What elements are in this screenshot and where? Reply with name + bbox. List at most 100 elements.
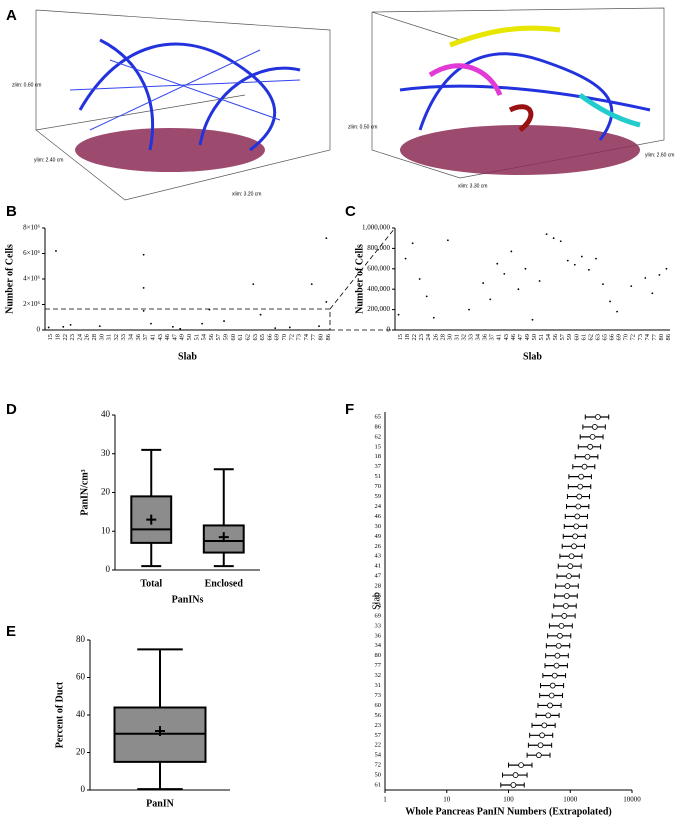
y-tick-label: 41 (375, 563, 382, 570)
x-tick-label: 73 (637, 334, 644, 341)
point (208, 308, 211, 311)
point (575, 503, 582, 510)
y-tick-label: 200,000 (367, 305, 390, 313)
y-tick-label: 74 (375, 602, 382, 609)
x-tick-label: 33 (468, 334, 475, 341)
axis-note: xlim: 3.30 cm (458, 183, 487, 189)
x-tick-label: 49 (179, 334, 186, 341)
y-tick-label: 72 (375, 762, 382, 769)
point (418, 278, 421, 280)
point (559, 240, 562, 243)
zoom-guide (44, 227, 396, 331)
panel-label: F (345, 401, 354, 418)
x-tick-label: 56 (208, 333, 215, 340)
y-tick-label: 61 (375, 782, 382, 789)
y-tick-label: 10 (101, 525, 111, 535)
point (171, 325, 174, 328)
x-tick-label: 62 (244, 334, 251, 341)
mean (218, 532, 229, 543)
y-tick-label: 0 (37, 326, 41, 334)
x-tick-label: 86 (325, 333, 332, 340)
y-tick-label: 15 (375, 443, 382, 450)
point (566, 259, 569, 262)
x-tick-label: 34 (128, 333, 135, 340)
y-tick-label: 600,000 (367, 264, 390, 272)
point (150, 322, 152, 325)
y-tick-label: 70 (375, 483, 382, 490)
point (503, 273, 506, 275)
x-tick-label: 56 (552, 333, 559, 340)
point (557, 632, 563, 639)
y-tick-label: 33 (375, 622, 382, 629)
y-tick-label: 34 (375, 642, 382, 649)
point (98, 325, 101, 328)
x-tick-label: 22 (411, 334, 418, 341)
y-tick-label: 0 (81, 784, 86, 794)
point (539, 732, 545, 739)
point (568, 553, 575, 560)
y-tick-label: 800,000 (367, 244, 390, 252)
x-tick-label: 41 (149, 334, 156, 341)
y-tick-label: 59 (375, 493, 382, 500)
point (179, 327, 182, 330)
x-tick-label: 43 (503, 334, 510, 341)
point (547, 702, 553, 709)
y-tick-label: 80 (76, 634, 86, 644)
point (425, 295, 428, 298)
y-axis-label: PanIN/cm³ (79, 469, 90, 515)
y-tick-label: 47 (375, 573, 382, 580)
y-tick-label: 60 (76, 672, 86, 682)
x-tick-label: 37 (489, 333, 496, 340)
x-tick-label: 63 (594, 334, 601, 341)
x-tick-label: 77 (310, 333, 317, 340)
mean (146, 514, 157, 525)
point (555, 642, 562, 649)
y-tick-label: 60 (375, 702, 382, 709)
x-tick-label: 43 (157, 334, 164, 341)
point (588, 268, 590, 271)
y-tick-label: 50 (375, 772, 382, 779)
render-left (35, 9, 331, 201)
x-tick-label: 18 (54, 334, 61, 341)
x-tick-label: 50 (531, 334, 538, 341)
x-axis-label: Slab (523, 351, 542, 362)
point (531, 318, 534, 321)
x-tick-label: 47 (171, 333, 178, 340)
x-tick-label: 47 (517, 333, 524, 340)
x-tick-label: 69 (616, 334, 623, 341)
y-axis-label: Percent of Duct (54, 681, 65, 748)
panel-label: A (6, 7, 17, 24)
x-tick-label: 36 (482, 333, 489, 340)
x-tick-label: 24 (76, 333, 83, 340)
point (310, 283, 313, 285)
point (584, 453, 591, 460)
point (651, 292, 654, 295)
y-tick-label: 31 (375, 682, 382, 689)
point (411, 242, 414, 245)
x-tick-label: 10 (443, 796, 451, 804)
x-tick-label: PanIN (146, 798, 175, 809)
point (47, 326, 50, 329)
point (565, 573, 572, 580)
point (69, 324, 72, 326)
y-tick-label: 57 (375, 732, 382, 739)
point (545, 712, 552, 719)
x-tick-label: 22 (62, 334, 69, 341)
y-tick-label: 43 (375, 553, 382, 560)
y-tick-label: 51 (375, 473, 382, 480)
y-tick-label: 4×10⁶ (23, 275, 40, 283)
x-tick-label: 33 (120, 334, 127, 341)
point (142, 309, 145, 312)
point (578, 473, 585, 480)
x-tick-label: 51 (193, 334, 200, 341)
x-tick-label: 1000 (563, 796, 578, 804)
point (630, 285, 633, 288)
y-tick-label: 28 (375, 583, 382, 590)
point (580, 255, 583, 258)
point (587, 443, 594, 450)
point (609, 300, 611, 303)
x-axis-label: Whole Pancreas PanIN Numbers (Extrapolat… (405, 806, 611, 817)
x-tick-label: 60 (230, 334, 237, 341)
y-tick-label: 24 (375, 503, 382, 510)
